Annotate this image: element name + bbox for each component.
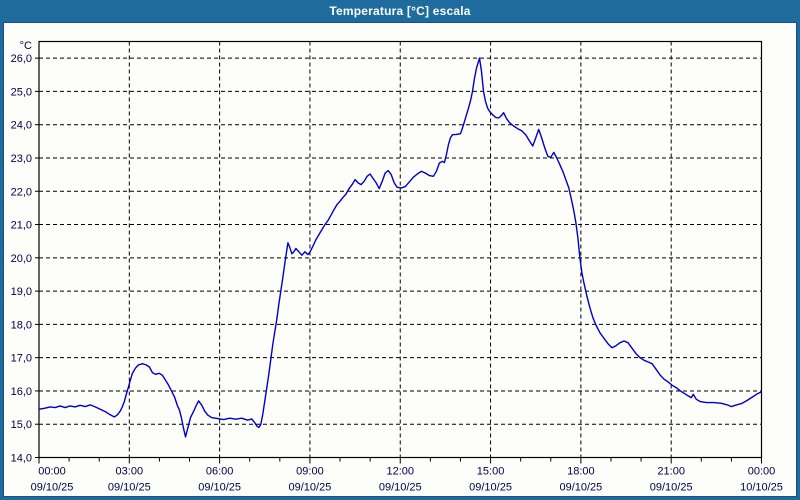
title-bar: Temperatura [°C] escala	[0, 0, 800, 22]
x-axis-time-label: 03:00	[116, 466, 144, 478]
temperature-chart: 26,0 25,0 24,0 23,0 22,0 21,0 20,0 19,0 18,0 17,0…	[11, 40, 783, 494]
x-axis-date-label: 09/10/25	[650, 482, 693, 494]
chart-panel: 26,0 25,0 24,0 23,0 22,0 21,0 20,0 19,0 18,0 17,0…	[3, 22, 797, 497]
y-axis-label: 24,0	[11, 120, 32, 132]
x-axis-date-label: 09/10/25	[379, 482, 422, 494]
y-axis-label: 16,0	[11, 386, 32, 398]
x-axis-time-label: 00:00	[38, 466, 66, 478]
y-axis-label: 26,0	[11, 53, 32, 65]
temperature-line	[38, 57, 762, 438]
x-axis-date-label: 10/10/25	[740, 482, 783, 494]
y-axis-unit-label: °C	[20, 40, 32, 52]
y-axis-label: 17,0	[11, 353, 32, 365]
y-axis-label: 22,0	[11, 186, 32, 198]
y-axis-label: 21,0	[11, 220, 32, 232]
x-axis-date-label: 09/10/25	[469, 482, 512, 494]
x-axis-time-label: 21:00	[657, 466, 685, 478]
y-axis-label: 19,0	[11, 286, 32, 298]
chart-title: Temperatura [°C] escala	[329, 4, 471, 18]
x-axis-time-label: 15:00	[477, 466, 505, 478]
y-axis-label: 14,0	[11, 453, 32, 465]
y-axis-label: 18,0	[11, 319, 32, 331]
x-axis-date-label: 09/10/25	[559, 482, 602, 494]
x-axis-time-label: 00:00	[748, 466, 776, 478]
y-axis-label: 15,0	[11, 419, 32, 431]
x-axis-time-label: 12:00	[386, 466, 414, 478]
x-axis-time-label: 18:00	[567, 466, 595, 478]
x-axis-date-label: 09/10/25	[198, 482, 241, 494]
x-axis-time-label: 06:00	[206, 466, 234, 478]
x-axis-date-label: 09/10/25	[108, 482, 151, 494]
x-axis-date-label: 09/10/25	[31, 482, 74, 494]
y-axis-label: 25,0	[11, 86, 32, 98]
x-axis-time-label: 09:00	[296, 466, 324, 478]
y-axis-label: 23,0	[11, 153, 32, 165]
x-axis-date-label: 09/10/25	[289, 482, 332, 494]
y-axis-label: 20,0	[11, 253, 32, 265]
